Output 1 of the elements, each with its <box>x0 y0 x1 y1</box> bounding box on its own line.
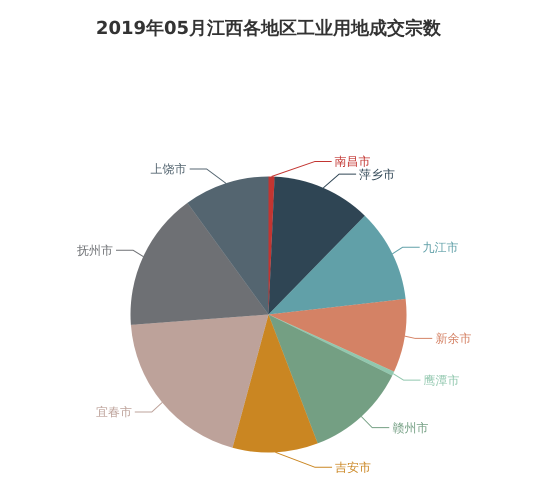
title: 2019年05月江西各地区工业用地成交宗数 <box>96 18 442 39</box>
